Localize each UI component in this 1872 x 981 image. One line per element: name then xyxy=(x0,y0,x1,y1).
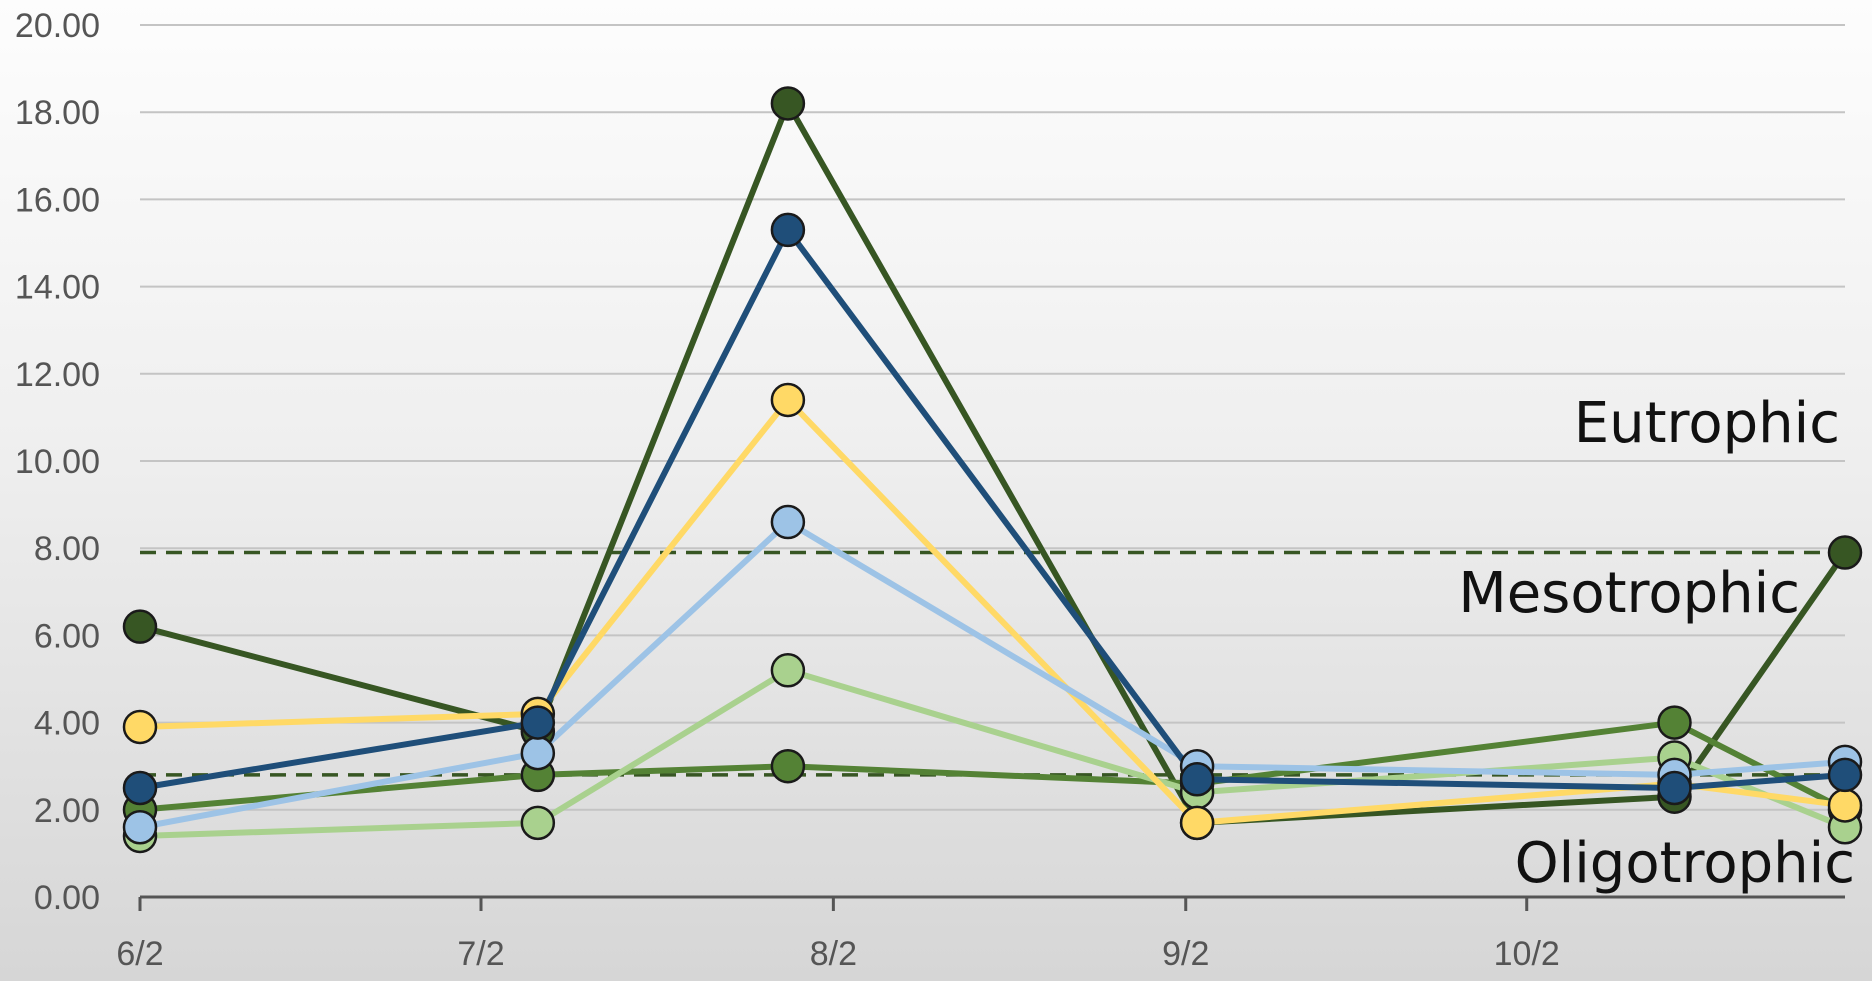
data-point xyxy=(1827,788,1863,823)
data-point xyxy=(1827,535,1863,570)
y-tick-label: 6.00 xyxy=(34,617,100,655)
data-point xyxy=(520,735,556,771)
data-point xyxy=(122,809,158,845)
data-point xyxy=(122,709,158,745)
axis-layer: 0.00 2.00 4.00 6.00 8.00 10.00 12.00 14.00 16.00… xyxy=(15,7,1845,973)
x-tick-label: 10/2 xyxy=(1494,935,1560,973)
y-tick-label: 0.00 xyxy=(34,879,100,917)
data-point xyxy=(1179,762,1215,797)
y-tick-label: 16.00 xyxy=(15,181,100,219)
series-layer xyxy=(122,86,1863,854)
zone-label-eutrophic: Eutrophic xyxy=(1574,391,1840,456)
y-tick-label: 10.00 xyxy=(15,443,100,481)
data-point xyxy=(770,212,806,248)
data-point xyxy=(1657,770,1692,806)
data-point xyxy=(770,748,806,784)
zone-label-layer: Eutrophic Mesotrophic Oligotrophic xyxy=(1458,391,1855,896)
y-tick-label: 18.00 xyxy=(15,94,100,132)
y-tick-label: 8.00 xyxy=(34,530,100,568)
data-point xyxy=(520,705,556,740)
x-tick-label: 9/2 xyxy=(1162,935,1209,973)
zone-label-mesotrophic: Mesotrophic xyxy=(1458,561,1800,626)
data-point xyxy=(122,609,158,644)
y-tick-label: 14.00 xyxy=(15,269,100,307)
y-tick-label: 12.00 xyxy=(15,356,100,394)
zone-label-oligotrophic: Oligotrophic xyxy=(1515,831,1855,896)
series-line xyxy=(139,667,1847,839)
data-point xyxy=(1179,805,1215,841)
series-line xyxy=(139,519,1846,831)
x-tick-label: 8/2 xyxy=(810,935,857,973)
data-point xyxy=(520,805,556,841)
series-line xyxy=(139,226,1846,791)
series-line xyxy=(139,100,1848,826)
x-tick-label: 6/2 xyxy=(116,935,163,973)
data-point xyxy=(1827,757,1863,793)
y-tick-label: 4.00 xyxy=(34,705,100,743)
x-tick-label: 7/2 xyxy=(457,935,504,973)
series-line xyxy=(139,719,1847,813)
data-point xyxy=(1657,705,1692,740)
y-tick-label: 2.00 xyxy=(34,792,100,830)
data-point xyxy=(770,382,806,418)
data-point xyxy=(770,653,806,688)
data-point xyxy=(770,86,806,121)
data-point xyxy=(122,770,158,806)
data-point xyxy=(770,504,806,540)
y-tick-label: 20.00 xyxy=(15,7,100,45)
